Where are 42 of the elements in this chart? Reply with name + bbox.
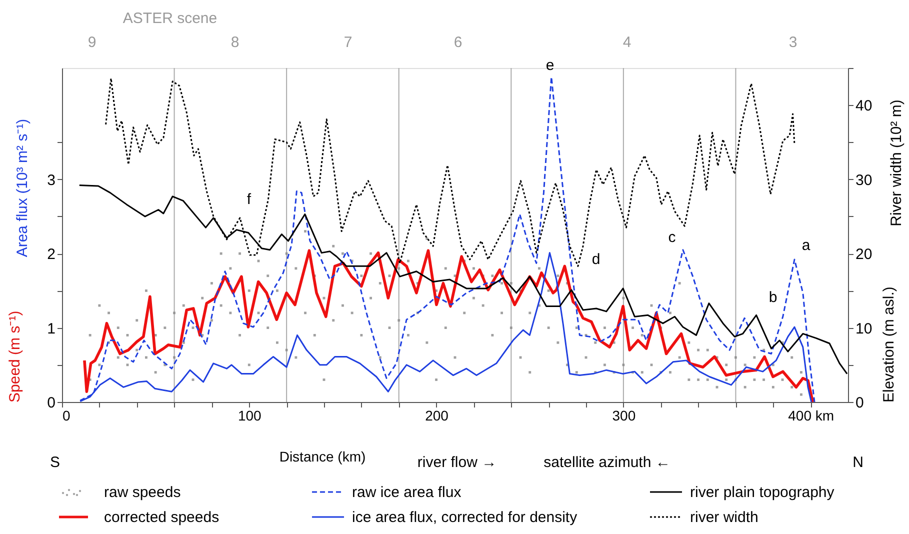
y2-axis-title: Elevation (m asl.) — [880, 286, 898, 402]
text: 6 — [454, 34, 462, 51]
y2-tick-label: 40 — [856, 98, 872, 115]
y-tick-label: 0 — [47, 394, 56, 412]
text: satellite azimuth ← — [544, 454, 670, 471]
annotation: e — [546, 57, 554, 74]
annotation: f — [246, 191, 252, 208]
x-tick-label: 100 — [238, 408, 262, 424]
text: 9 — [88, 34, 96, 51]
legend-label: river plain topography — [690, 484, 835, 501]
text: 7 — [344, 34, 352, 51]
y2-tick-label: 10 — [856, 320, 872, 338]
x-tick-label: 200 — [425, 408, 449, 424]
legend-label: ice area flux, corrected for density — [352, 509, 578, 526]
legend-label: river width — [690, 509, 758, 526]
y2-tick-label: 20 — [856, 246, 872, 264]
x-tick-label: 400 km — [788, 408, 834, 424]
text: N — [852, 454, 864, 471]
x-axis-title: Distance (km) — [279, 448, 366, 464]
annotation: a — [802, 237, 811, 254]
text: Area flux (10³ m² s⁻¹) — [14, 118, 31, 258]
legend-label: raw ice area flux — [352, 484, 462, 501]
x-tick-label: 300 — [612, 408, 636, 424]
y-axis-title: Speed (m s⁻¹) — [6, 310, 24, 402]
y-tick-label: 2 — [47, 246, 56, 264]
text: ASTER scene — [122, 10, 218, 27]
text: river flow → — [417, 454, 497, 471]
y2-tick-label: 30 — [856, 172, 872, 189]
text: 4 — [622, 34, 632, 51]
text: 8 — [230, 34, 240, 51]
y2-tick-label: 0 — [856, 394, 864, 412]
text: S — [50, 454, 60, 471]
annotation: b — [768, 289, 778, 306]
y-tick-label: 3 — [47, 172, 56, 189]
annotation: c — [668, 229, 676, 246]
legend-label: raw speeds — [104, 484, 181, 501]
y-tick-label: 1 — [47, 320, 56, 338]
annotation: d — [592, 251, 600, 268]
text: River width (10² m) — [888, 100, 905, 226]
text: 3 — [788, 34, 798, 51]
legend-label: corrected speeds — [104, 509, 220, 526]
x-tick-label: 0 — [62, 408, 70, 424]
